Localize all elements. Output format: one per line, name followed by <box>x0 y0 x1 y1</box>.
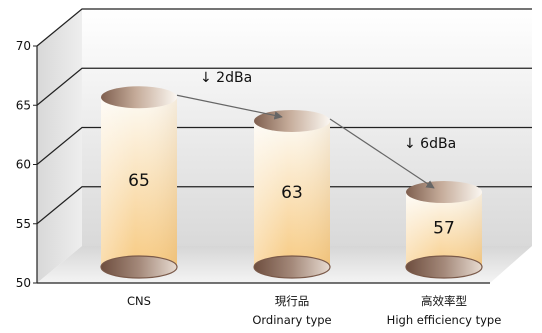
x-category-sublabel: High efficiency type <box>387 313 502 327</box>
bar-shade <box>101 97 177 278</box>
bar-value-label: 57 <box>433 219 455 239</box>
bar-top-cap <box>406 181 482 204</box>
bar-shade <box>406 192 482 278</box>
difference-annotation: ↓ 2dBa <box>200 70 252 86</box>
bar <box>405 181 483 279</box>
difference-arrow <box>329 118 435 189</box>
bar <box>253 109 331 279</box>
y-tick-label: 55 <box>16 217 31 231</box>
difference-arrow <box>176 94 283 120</box>
bar-top-cap <box>101 86 177 109</box>
x-category-label: 高效率型 <box>421 294 467 308</box>
x-category-label: 現行品 <box>275 294 310 308</box>
gridline <box>36 126 532 165</box>
bar-base-cap <box>405 255 483 279</box>
bar-base-cap <box>253 255 331 279</box>
gridline <box>36 8 532 47</box>
difference-annotation: ↓ 6dBa <box>404 136 456 152</box>
bar-value-label: 65 <box>128 171 150 191</box>
x-category-sublabel: Ordinary type <box>252 313 331 327</box>
y-tick-label: 60 <box>16 158 31 172</box>
gridline <box>36 186 532 225</box>
bar-base-cap <box>100 255 178 279</box>
bar-shade <box>254 120 330 278</box>
y-tick-label: 65 <box>16 98 31 112</box>
x-category-label: CNS <box>127 294 151 308</box>
y-tick-label: 70 <box>16 39 31 53</box>
y-tick-label: 50 <box>16 276 31 290</box>
bar-value-label: 63 <box>281 183 303 203</box>
gridline <box>36 67 532 106</box>
bar <box>100 86 178 279</box>
